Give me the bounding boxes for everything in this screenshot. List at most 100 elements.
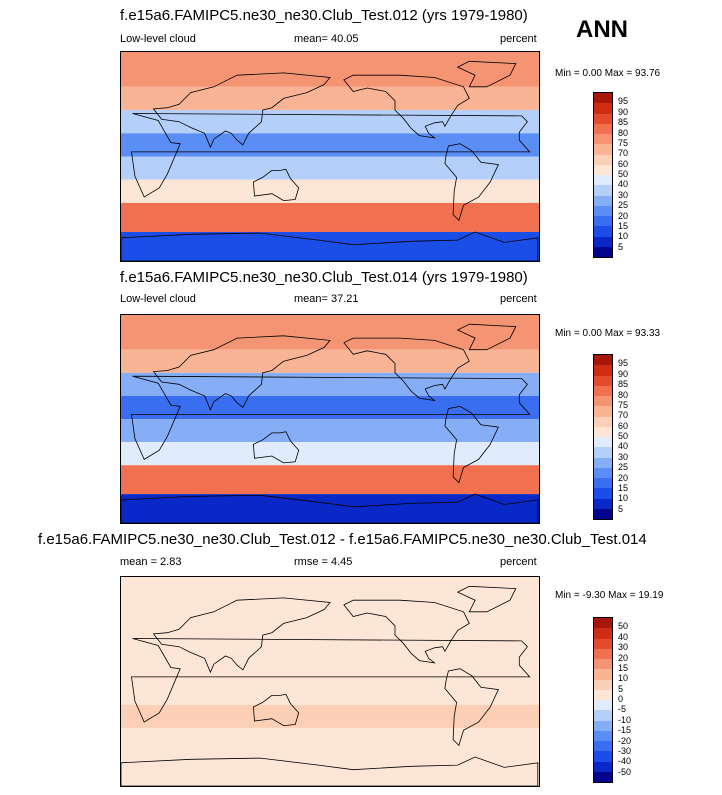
map-band: [121, 465, 539, 495]
colorbar-box: [594, 195, 612, 206]
colorbar-box: [594, 710, 612, 721]
map-band: [121, 133, 539, 157]
map-band: [121, 86, 539, 111]
colorbar-box: [594, 355, 612, 366]
colorbar-tick-label: 50: [618, 621, 629, 632]
coastline: [456, 60, 517, 88]
colorbar-tick-label: -15: [618, 725, 632, 736]
colorbar-box: [594, 416, 612, 427]
coastline: [252, 693, 300, 727]
map-band: [121, 395, 539, 419]
panel1-colorbar: [593, 92, 613, 258]
colorbar-tick-label: 10: [618, 493, 629, 504]
colorbar-tick-label: 40: [618, 631, 629, 642]
panel2-map: [120, 314, 540, 524]
colorbar-box: [594, 236, 612, 247]
panel3-minmax-label: Min = -9.30 Max = 19.19: [555, 590, 664, 601]
colorbar-tick-label: 80: [618, 389, 629, 400]
colorbar-tick-label: 15: [618, 662, 629, 673]
colorbar-box: [594, 498, 612, 509]
coastline: [343, 74, 470, 139]
coastline: [444, 143, 499, 222]
colorbar-box: [594, 457, 612, 468]
colorbar-box: [594, 144, 612, 155]
coastline: [152, 335, 331, 411]
map-band: [121, 110, 539, 134]
colorbar-tick-label: 5: [618, 683, 624, 694]
colorbar-box: [594, 205, 612, 216]
panel2-mean-label: mean= 37.21: [294, 293, 359, 305]
colorbar-tick-label: 85: [618, 117, 629, 128]
coastline: [121, 231, 539, 261]
coastline: [444, 405, 499, 484]
colorbar-box: [594, 103, 612, 114]
colorbar-box: [594, 123, 612, 134]
map-band: [121, 52, 539, 87]
colorbar-tick-label: 40: [618, 441, 629, 452]
coastline: [456, 585, 517, 613]
panel2-map-svg: [121, 315, 539, 523]
colorbar-tick-label: -10: [618, 714, 632, 725]
colorbar-box: [594, 679, 612, 690]
map-band: [121, 494, 539, 523]
colorbar-tick-label: 25: [618, 200, 629, 211]
map-band: [121, 372, 539, 396]
colorbar-tick-label: 5: [618, 503, 624, 514]
colorbar-tick-label: 30: [618, 642, 629, 653]
colorbar-box: [594, 741, 612, 752]
colorbar-box: [594, 751, 612, 762]
colorbar-tick-label: 30: [618, 451, 629, 462]
colorbar-box: [594, 771, 612, 782]
colorbar-box: [594, 426, 612, 437]
coastline: [121, 756, 539, 786]
colorbar-tick-label: 60: [618, 420, 629, 431]
colorbar-tick-label: 15: [618, 482, 629, 493]
season-label: ANN: [576, 16, 628, 43]
colorbar-box: [594, 365, 612, 376]
colorbar-box: [594, 700, 612, 711]
coastline: [152, 72, 331, 149]
coastline: [252, 168, 300, 202]
panel3-title: f.e15a6.FAMIPC5.ne30_ne30.Club_Test.012 …: [38, 531, 647, 548]
panel2-title: f.e15a6.FAMIPC5.ne30_ne30.Club_Test.014 …: [120, 269, 528, 286]
colorbar-tick-label: 85: [618, 379, 629, 390]
panel1-mean-label: mean= 40.05: [294, 33, 359, 45]
colorbar-tick-label: -5: [618, 704, 627, 715]
coastline: [131, 638, 531, 723]
colorbar-box: [594, 375, 612, 386]
panel1-map: [120, 51, 540, 262]
colorbar-tick-label: 90: [618, 106, 629, 117]
colorbar-box: [594, 246, 612, 257]
colorbar-box: [594, 669, 612, 680]
colorbar-box: [594, 638, 612, 649]
map-band: [121, 577, 539, 612]
colorbar-tick-label: 40: [618, 179, 629, 190]
panel2-colorbar: [593, 354, 613, 520]
panel3-units-label: percent: [500, 556, 537, 568]
map-band: [121, 349, 539, 373]
colorbar-box: [594, 154, 612, 165]
colorbar-box: [594, 396, 612, 407]
colorbar-tick-label: -30: [618, 745, 632, 756]
colorbar-box: [594, 628, 612, 639]
map-band: [121, 727, 539, 757]
colorbar-box: [594, 478, 612, 489]
map-band: [121, 704, 539, 728]
colorbar-tick-label: 95: [618, 96, 629, 107]
coastline: [131, 375, 531, 460]
colorbar-tick-label: 10: [618, 231, 629, 242]
colorbar-tick-label: 5: [618, 241, 624, 252]
colorbar-box: [594, 659, 612, 670]
colorbar-tick-label: 95: [618, 358, 629, 369]
colorbar-box: [594, 93, 612, 104]
colorbar-tick-label: 75: [618, 137, 629, 148]
colorbar-tick-label: 15: [618, 220, 629, 231]
colorbar-box: [594, 216, 612, 227]
panel3-mean-label: mean = 2.83: [120, 556, 182, 568]
map-band: [121, 315, 539, 350]
colorbar-tick-label: 20: [618, 210, 629, 221]
panel1-title: f.e15a6.FAMIPC5.ne30_ne30.Club_Test.012 …: [120, 7, 528, 24]
panel3-rmse-label: rmse = 4.45: [294, 556, 353, 568]
panel1-units-label: percent: [500, 33, 537, 45]
map-band: [121, 681, 539, 705]
